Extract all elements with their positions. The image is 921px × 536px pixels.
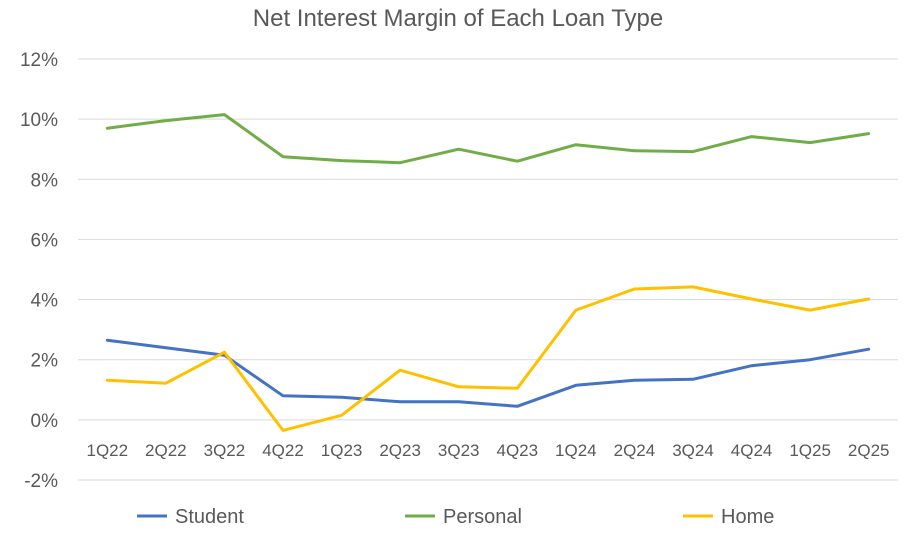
x-tick-label: 2Q22 bbox=[145, 441, 187, 460]
legend-label-home: Home bbox=[721, 506, 774, 528]
x-tick-label: 1Q24 bbox=[555, 441, 597, 460]
y-axis-ticks: -2% 0% 2% 4% 6% 8% 10% 12% bbox=[20, 50, 58, 492]
y-tick-label: -2% bbox=[24, 471, 58, 492]
legend-label-personal: Personal bbox=[443, 506, 522, 528]
series-line-home bbox=[105, 285, 871, 432]
y-tick-label: 12% bbox=[20, 50, 58, 71]
series-lines bbox=[105, 113, 871, 432]
x-tick-label: 3Q24 bbox=[672, 441, 714, 460]
legend-label-student: Student bbox=[175, 506, 244, 528]
y-tick-label: 6% bbox=[31, 230, 59, 251]
x-tick-label: 1Q25 bbox=[789, 441, 831, 460]
x-axis-ticks: 1Q22 2Q22 3Q22 4Q22 1Q23 2Q23 3Q23 4Q23 1Q24 2Q24… bbox=[86, 441, 889, 460]
x-tick-label: 1Q22 bbox=[86, 441, 128, 460]
x-tick-label: 1Q23 bbox=[321, 441, 363, 460]
x-tick-label: 4Q22 bbox=[262, 441, 304, 460]
x-tick-label: 4Q23 bbox=[496, 441, 538, 460]
x-tick-label: 2Q24 bbox=[614, 441, 656, 460]
series-line-student bbox=[105, 338, 871, 408]
gridlines bbox=[78, 58, 898, 481]
x-tick-label: 2Q25 bbox=[848, 441, 890, 460]
y-tick-label: 10% bbox=[20, 110, 58, 131]
x-tick-label: 2Q23 bbox=[379, 441, 421, 460]
x-tick-label: 3Q22 bbox=[204, 441, 246, 460]
x-tick-label: 3Q23 bbox=[438, 441, 480, 460]
x-tick-label: 4Q24 bbox=[731, 441, 773, 460]
y-tick-label: 0% bbox=[31, 411, 59, 432]
series-line-personal bbox=[105, 113, 871, 165]
y-tick-label: 4% bbox=[31, 291, 59, 312]
chart-title: Net Interest Margin of Each Loan Type bbox=[253, 5, 663, 32]
y-tick-label: 8% bbox=[31, 170, 59, 191]
legend: Student Personal Home bbox=[137, 506, 774, 528]
y-tick-label: 2% bbox=[31, 351, 59, 372]
